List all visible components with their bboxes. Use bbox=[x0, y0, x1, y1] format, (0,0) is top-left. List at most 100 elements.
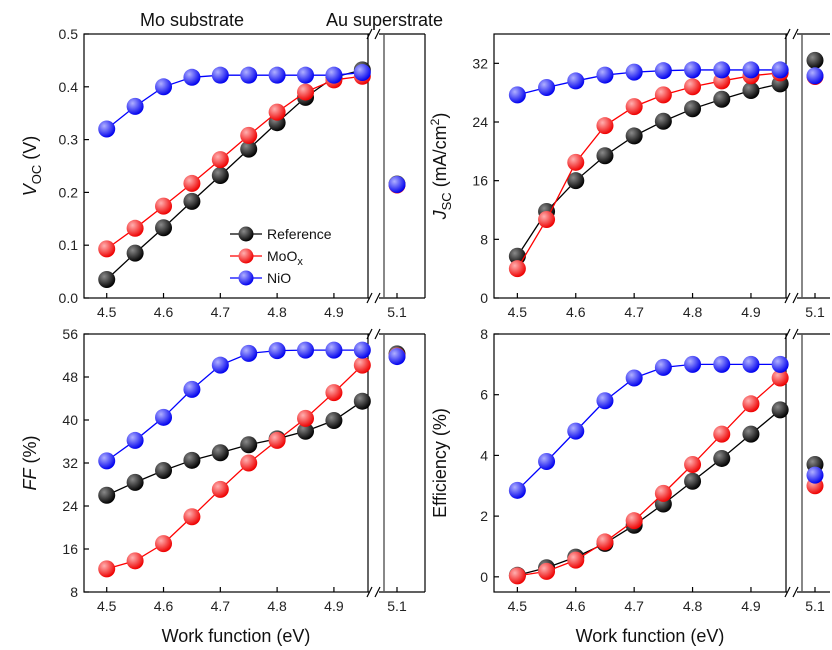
y-axis-label: Efficiency (%) bbox=[430, 408, 450, 518]
data-point bbox=[654, 358, 672, 376]
y-tick-label: 0.4 bbox=[59, 79, 79, 95]
data-point bbox=[596, 117, 614, 135]
axis-break-mark bbox=[784, 328, 791, 340]
series-moox bbox=[98, 356, 371, 578]
data-point bbox=[240, 66, 258, 84]
data-point bbox=[353, 64, 371, 82]
data-point bbox=[240, 140, 258, 158]
data-point bbox=[211, 167, 229, 185]
data-point bbox=[155, 535, 173, 553]
axis-break-mark bbox=[366, 586, 373, 598]
axis-break-gap bbox=[787, 331, 797, 337]
y-tick-label: 48 bbox=[62, 369, 78, 385]
data-point bbox=[211, 356, 229, 374]
data-point bbox=[713, 61, 731, 79]
data-point bbox=[155, 462, 173, 480]
axis-break-mark bbox=[792, 292, 799, 304]
data-point bbox=[684, 472, 702, 490]
axis-break-gap bbox=[369, 331, 379, 337]
axis-break-gap bbox=[369, 589, 379, 595]
data-point-right bbox=[806, 51, 824, 69]
x-tick-label: 4.7 bbox=[624, 304, 644, 320]
y-tick-label: 16 bbox=[62, 541, 78, 557]
x-tick-label: 4.6 bbox=[154, 304, 174, 320]
axis-break-mark bbox=[374, 292, 381, 304]
data-point bbox=[684, 78, 702, 96]
data-point bbox=[98, 240, 116, 258]
data-point bbox=[654, 62, 672, 80]
x-tick-label: 4.5 bbox=[508, 598, 528, 614]
data-point bbox=[771, 61, 789, 79]
data-point bbox=[742, 395, 760, 413]
series-moox bbox=[508, 369, 789, 585]
x-tick-label: 4.6 bbox=[566, 598, 586, 614]
data-point bbox=[625, 63, 643, 81]
data-point bbox=[268, 66, 286, 84]
series-line bbox=[517, 69, 781, 96]
data-point bbox=[771, 369, 789, 387]
data-point bbox=[625, 98, 643, 116]
data-point bbox=[684, 456, 702, 474]
series-moox bbox=[98, 67, 371, 258]
y-tick-label: 0.3 bbox=[59, 132, 79, 148]
series-reference bbox=[508, 401, 789, 584]
axis-break-mark bbox=[792, 28, 799, 40]
axis-break-mark bbox=[792, 328, 799, 340]
data-point bbox=[98, 486, 116, 504]
axis-break-mark bbox=[366, 328, 373, 340]
data-point bbox=[126, 431, 144, 449]
axis-break-gap bbox=[787, 295, 797, 301]
data-point bbox=[596, 147, 614, 165]
x-tick-label: 4.6 bbox=[154, 598, 174, 614]
data-point bbox=[98, 120, 116, 138]
x-tick-label: 4.8 bbox=[267, 598, 287, 614]
data-point bbox=[240, 126, 258, 144]
data-point bbox=[268, 431, 286, 449]
data-point-right bbox=[388, 175, 406, 193]
data-point bbox=[211, 151, 229, 169]
data-point bbox=[126, 244, 144, 262]
axis-break-mark bbox=[784, 292, 791, 304]
data-point bbox=[240, 344, 258, 362]
series-line bbox=[106, 69, 363, 280]
axis-break-mark bbox=[366, 28, 373, 40]
data-point bbox=[742, 81, 760, 99]
data-point bbox=[713, 355, 731, 373]
y-tick-label: 4 bbox=[480, 447, 488, 463]
y-axis-label: JSC (mA/cm2) bbox=[428, 113, 454, 221]
x-axis-label: Work function (eV) bbox=[162, 626, 311, 646]
data-point bbox=[268, 342, 286, 360]
data-point bbox=[538, 211, 556, 229]
data-point bbox=[325, 384, 343, 402]
x-tick-label: 4.7 bbox=[624, 598, 644, 614]
plot-frame bbox=[493, 33, 787, 299]
data-point bbox=[567, 422, 585, 440]
axis-break-mark bbox=[366, 292, 373, 304]
data-point bbox=[268, 103, 286, 121]
series-line bbox=[106, 349, 363, 462]
series-line bbox=[106, 75, 363, 250]
data-point bbox=[625, 369, 643, 387]
data-point bbox=[325, 341, 343, 359]
series-line bbox=[106, 364, 363, 570]
panels: 0.0 0.1 0.2 0.3 0.4 0.5 4.5 4.6 4.7 4.8 4.9 5.1 VOC … bbox=[20, 26, 830, 646]
x-tick-label: 4.5 bbox=[97, 304, 117, 320]
data-point bbox=[654, 484, 672, 502]
legend: Reference MoOx NiO bbox=[230, 226, 332, 286]
axis-break-gap bbox=[369, 295, 379, 301]
y-tick-label: 40 bbox=[62, 412, 78, 428]
series-reference bbox=[98, 61, 371, 289]
y-axis-label: FF (%) bbox=[20, 436, 40, 491]
x-tick-label: 4.6 bbox=[566, 304, 586, 320]
data-point bbox=[126, 473, 144, 491]
data-point bbox=[713, 425, 731, 443]
data-point bbox=[126, 97, 144, 115]
data-point bbox=[353, 392, 371, 410]
y-axis-label: VOC (V) bbox=[20, 136, 44, 197]
data-point bbox=[353, 356, 371, 374]
data-point bbox=[183, 192, 201, 210]
header-au-superstrate: Au superstrate bbox=[326, 10, 443, 30]
data-point bbox=[183, 380, 201, 398]
panel-eff: 0 2 4 6 8 4.5 4.6 4.7 4.8 4.9 5.1 Efficiency (%) Wor… bbox=[430, 326, 830, 646]
legend-entry-reference: Reference bbox=[230, 226, 332, 242]
